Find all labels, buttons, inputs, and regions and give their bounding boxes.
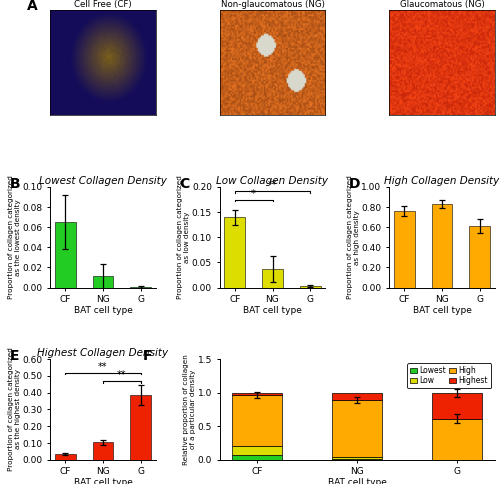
Text: **: ** bbox=[268, 181, 277, 191]
Y-axis label: Relative proportion of collagen
of a particular density: Relative proportion of collagen of a par… bbox=[183, 354, 196, 465]
X-axis label: BAT cell type: BAT cell type bbox=[412, 305, 472, 315]
Legend: Lowest, Low, High, Highest: Lowest, Low, High, Highest bbox=[408, 363, 491, 388]
Title: Highest Collagen Density: Highest Collagen Density bbox=[38, 348, 168, 358]
Bar bbox=[332, 456, 382, 459]
Title: Glaucomatous (NG): Glaucomatous (NG) bbox=[400, 0, 484, 9]
Bar bbox=[55, 222, 76, 287]
Y-axis label: Proportion of collagen categorized
as the highest density: Proportion of collagen categorized as th… bbox=[8, 348, 21, 471]
Bar bbox=[130, 395, 151, 460]
Bar bbox=[262, 269, 283, 287]
Y-axis label: Proportion of collagen categorized
as high density: Proportion of collagen categorized as hi… bbox=[347, 175, 360, 299]
Title: Cell Free (CF): Cell Free (CF) bbox=[74, 0, 132, 9]
Bar bbox=[232, 446, 282, 455]
Bar bbox=[432, 393, 482, 419]
Bar bbox=[332, 400, 382, 456]
Bar bbox=[232, 455, 282, 460]
Text: *: * bbox=[251, 189, 256, 199]
Bar bbox=[332, 393, 382, 400]
Bar bbox=[232, 393, 282, 395]
Text: C: C bbox=[180, 177, 190, 191]
Text: B: B bbox=[10, 177, 20, 191]
Bar bbox=[92, 442, 114, 460]
Text: **: ** bbox=[117, 370, 126, 380]
Title: Lowest Collagen Density: Lowest Collagen Density bbox=[39, 176, 167, 186]
Bar bbox=[394, 211, 414, 287]
Title: Non-glaucomatous (NG): Non-glaucomatous (NG) bbox=[220, 0, 324, 9]
Title: High Collagen Density: High Collagen Density bbox=[384, 176, 500, 186]
Text: D: D bbox=[349, 177, 360, 191]
Bar bbox=[224, 217, 245, 287]
Bar bbox=[470, 226, 490, 287]
Y-axis label: Proportion of collagen categorized
as low density: Proportion of collagen categorized as lo… bbox=[178, 175, 190, 299]
Bar bbox=[332, 459, 382, 460]
X-axis label: BAT cell type: BAT cell type bbox=[328, 478, 386, 484]
Bar bbox=[432, 204, 452, 287]
Text: **: ** bbox=[98, 362, 108, 372]
Text: F: F bbox=[142, 349, 152, 363]
Bar bbox=[92, 276, 114, 287]
Bar bbox=[55, 454, 76, 460]
Y-axis label: Proportion of collagen categorized
as the lowest density: Proportion of collagen categorized as th… bbox=[8, 175, 21, 299]
Bar bbox=[432, 419, 482, 459]
Bar bbox=[232, 395, 282, 446]
X-axis label: BAT cell type: BAT cell type bbox=[243, 305, 302, 315]
Text: A: A bbox=[26, 0, 38, 13]
X-axis label: BAT cell type: BAT cell type bbox=[74, 305, 132, 315]
X-axis label: BAT cell type: BAT cell type bbox=[74, 478, 132, 484]
Bar bbox=[300, 286, 320, 287]
Text: E: E bbox=[10, 349, 19, 363]
Title: Low Collagen Density: Low Collagen Density bbox=[216, 176, 328, 186]
